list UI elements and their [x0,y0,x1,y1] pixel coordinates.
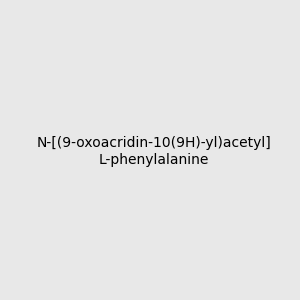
Text: N-[(9-oxoacridin-10(9H)-yl)acetyl]
L-phenylalanine: N-[(9-oxoacridin-10(9H)-yl)acetyl] L-phe… [36,136,271,166]
